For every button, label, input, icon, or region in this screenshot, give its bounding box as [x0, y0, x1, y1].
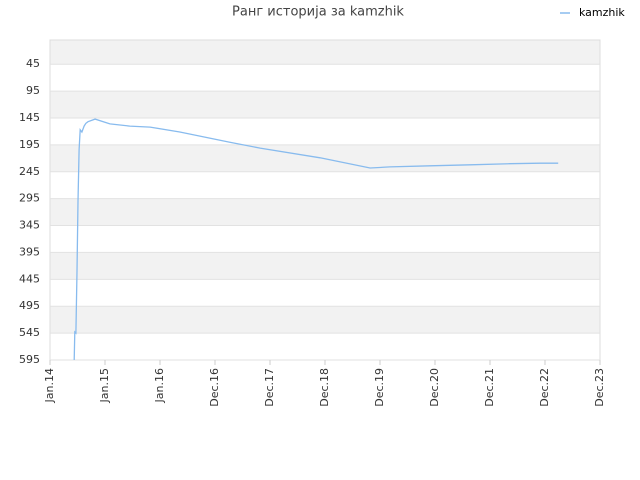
y-tick-label: 195 [19, 138, 40, 151]
y-tick-label: 95 [26, 84, 40, 97]
data-line [73, 118, 559, 361]
x-tick-label: Jan.16 [153, 368, 166, 403]
grid-band [50, 91, 600, 118]
x-tick-label: Dec.17 [263, 368, 276, 407]
y-tick-label: 445 [19, 272, 40, 285]
legend-label: kamzhik [579, 6, 625, 19]
x-tick-label: Jan.15 [98, 368, 111, 403]
chart-title: Ранг историја за kamzhik [232, 5, 404, 20]
y-tick-label: 45 [26, 57, 40, 70]
y-tick-label: 545 [19, 326, 40, 339]
grid-band [50, 306, 600, 334]
x-tick-label: Dec.22 [538, 368, 551, 407]
grid-band [50, 252, 600, 280]
y-tick-label: 595 [19, 353, 40, 366]
x-tick-label: Dec.20 [428, 368, 441, 407]
x-tick-label: Dec.19 [373, 368, 386, 407]
x-tick-label: Dec.16 [208, 368, 221, 407]
y-tick-label: 395 [19, 245, 40, 258]
x-tick-label: Jan.14 [43, 368, 56, 403]
grid-band [50, 198, 600, 226]
x-tick-label: Dec.23 [593, 368, 606, 407]
y-tick-label: 345 [19, 219, 40, 232]
x-tick-label: Dec.18 [318, 368, 331, 407]
y-tick-label: 495 [19, 299, 40, 312]
y-tick-label: 245 [19, 165, 40, 178]
y-tick-label: 295 [19, 192, 40, 205]
grid-band [50, 40, 600, 65]
x-tick-label: Dec.21 [483, 368, 496, 407]
y-tick-label: 145 [19, 111, 40, 124]
